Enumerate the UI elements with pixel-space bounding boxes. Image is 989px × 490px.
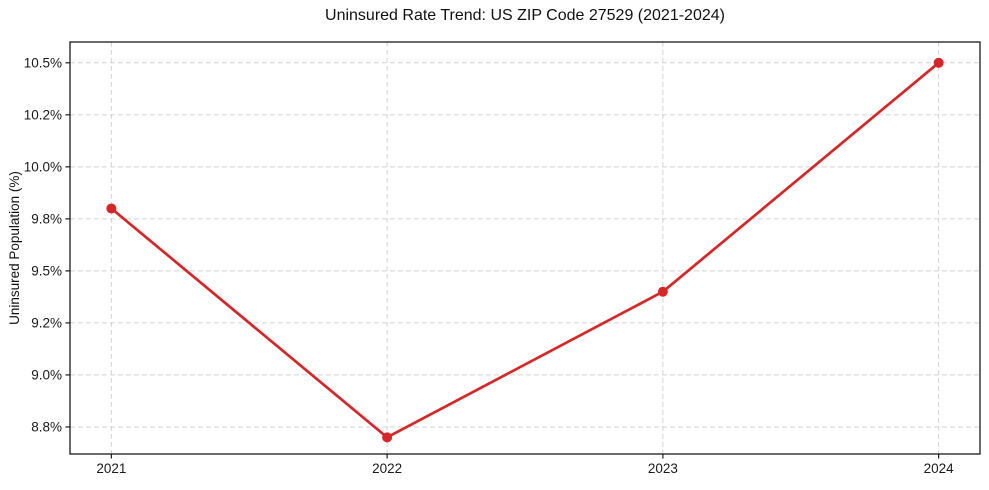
y-tick-label: 9.2% — [31, 316, 62, 331]
y-tick-label: 9.0% — [31, 368, 62, 383]
axes-spines — [69, 41, 981, 455]
y-tick-label: 9.8% — [31, 212, 62, 227]
data-point — [657, 286, 668, 297]
y-tick-label: 10.2% — [24, 108, 62, 123]
y-tick-label: 10.0% — [24, 160, 62, 175]
y-tick-label: 10.5% — [24, 56, 62, 71]
x-tick-label: 2023 — [648, 461, 678, 476]
data-point — [382, 432, 393, 443]
data-point — [933, 57, 944, 68]
data-point — [106, 203, 117, 214]
x-tick-label: 2021 — [96, 461, 126, 476]
y-tick-label: 9.5% — [31, 264, 62, 279]
trend-line — [110, 61, 940, 439]
x-tick-label: 2022 — [372, 461, 402, 476]
chart-title: Uninsured Rate Trend: US ZIP Code 27529 … — [325, 7, 725, 24]
y-tick-label: 8.8% — [31, 420, 62, 435]
x-tick-label: 2024 — [924, 461, 955, 476]
